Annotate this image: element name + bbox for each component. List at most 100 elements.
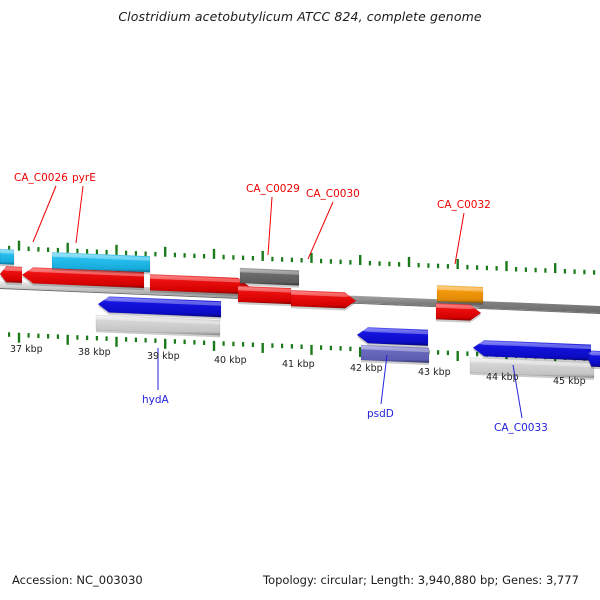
feature-CA_C0030-red-highlight [291, 291, 356, 297]
feature-CA_C0033-gray-highlight [470, 358, 594, 368]
gene-label-pyrE[interactable]: pyrE [72, 172, 96, 184]
label-leader-lines-reverse [157, 348, 523, 419]
ruler-tick-minor [242, 342, 245, 347]
gene-label-hydA[interactable]: hydA [142, 394, 169, 406]
ruler-tick-minor [242, 255, 245, 261]
leader-line-pyrE [75, 185, 84, 244]
feature-pyrE-cyan[interactable] [51, 251, 151, 273]
ruler-tick-minor [154, 251, 157, 257]
ruler-tick-minor [573, 269, 576, 274]
feature-pyrE-cyan-highlight [52, 253, 150, 261]
feature-CA_C0032-orange-highlight [437, 286, 483, 292]
leader-line-CA_C0030 [307, 201, 334, 260]
ruler-tick-minor [329, 345, 332, 351]
ruler-tick-major [407, 257, 411, 267]
gene-label-CA_C0029[interactable]: CA_C0029 [246, 183, 300, 195]
ruler-tick-minor [329, 259, 332, 264]
page-title: Clostridium acetobutylicum ATCC 824, com… [118, 9, 482, 24]
feature-red-partial-left[interactable] [0, 266, 23, 284]
ruler-tick-minor [95, 336, 98, 341]
ruler-tick-minor [534, 267, 537, 273]
gene-label-CA_C0032[interactable]: CA_C0032 [437, 199, 491, 211]
ruler-tick-minor [8, 245, 11, 251]
ruler-tick-minor [173, 252, 176, 258]
feature-track-reverse-strand[interactable] [95, 296, 600, 380]
feature-track-forward-strand[interactable] [0, 248, 484, 323]
feature-CA_C0030-red[interactable] [290, 289, 357, 309]
leader-line-CA_C0032 [454, 212, 465, 265]
ruler-tick-minor [349, 260, 352, 265]
ruler-label-45-kbp: 45 kbp [553, 376, 586, 387]
leader-line-CA_C0029 [267, 196, 273, 256]
feature-cyan-partial-left-highlight [0, 250, 14, 254]
feature-psdD-blue[interactable] [356, 327, 429, 347]
ruler-tick-minor [222, 341, 225, 346]
ruler-tick-major [310, 344, 313, 355]
ruler-tick-minor [466, 351, 469, 356]
ruler-tick-major [456, 351, 459, 361]
ruler-tick-minor [388, 261, 391, 267]
ruler-label-42-kbp: 42 kbp [350, 363, 383, 374]
ruler-tick-major [310, 252, 313, 263]
ruler-tick-minor [76, 248, 79, 254]
ruler-tick-minor [105, 249, 108, 255]
ruler-ticks-upper[interactable] [8, 240, 596, 275]
gene-label-CA_C0026[interactable]: CA_C0026 [14, 172, 68, 184]
ruler-tick-minor [563, 269, 566, 274]
ruler-tick-minor [446, 264, 449, 269]
ruler-tick-major [66, 334, 69, 345]
feature-cyan-partial-left[interactable] [0, 248, 15, 265]
ruler-tick-minor [47, 247, 50, 252]
feature-hydA-gray[interactable] [95, 314, 221, 336]
ruler-tick-major [66, 242, 69, 253]
ruler-tick-minor [105, 336, 108, 341]
ruler-tick-minor [37, 333, 40, 339]
ruler-tick-minor [154, 338, 157, 343]
ruler-tick-minor [300, 344, 303, 349]
ruler-tick-minor [446, 350, 449, 356]
ruler-tick-minor [398, 262, 401, 267]
ruler-tick-minor [437, 350, 440, 355]
ruler-tick-minor [427, 263, 430, 268]
ruler-tick-minor [56, 247, 59, 253]
ruler-tick-minor [271, 256, 274, 262]
feature-blue-partial-right[interactable] [587, 350, 600, 368]
ruler-tick-major [261, 250, 264, 261]
gene-label-psdD[interactable]: psdD [367, 408, 394, 420]
ruler-tick-major [212, 248, 216, 259]
ruler-tick-minor [349, 346, 352, 352]
ruler-tick-minor [222, 254, 225, 260]
ruler-tick-minor [281, 257, 284, 262]
feature-CA_C0033-gray[interactable] [469, 357, 595, 379]
feature-CA_C0032-red[interactable] [435, 302, 482, 321]
feature-hydA-blue-highlight [98, 297, 221, 306]
ruler-label-37-kbp: 37 kbp [10, 344, 43, 355]
ruler-tick-major [115, 244, 118, 255]
feature-psdD-slate[interactable] [360, 344, 430, 364]
ruler-tick-minor [271, 343, 274, 348]
gene-label-CA_C0033[interactable]: CA_C0033 [494, 422, 548, 434]
ruler-tick-minor [378, 261, 381, 266]
ruler-tick-minor [593, 270, 596, 275]
gene-label-CA_C0030[interactable]: CA_C0030 [306, 188, 360, 200]
ruler-tick-minor [232, 341, 235, 347]
feature-CA_C0029-gray-highlight [240, 269, 299, 275]
ruler-tick-major [456, 259, 459, 269]
ruler-tick-minor [495, 266, 498, 271]
ruler-tick-major [164, 246, 167, 257]
ruler-tick-minor [86, 249, 89, 254]
feature-hydA-blue[interactable] [97, 296, 222, 318]
ruler-tick-minor [193, 340, 196, 345]
ruler-tick-minor [320, 258, 323, 264]
ruler-tick-major [17, 240, 21, 251]
ruler-tick-minor [437, 263, 440, 269]
feature-CA_C0029-gray[interactable] [239, 267, 300, 286]
ruler-tick-major [505, 353, 508, 364]
ruler-tick-minor [27, 333, 30, 338]
ruler-tick-minor [368, 260, 371, 266]
ruler-tick-major [212, 340, 216, 351]
feature-CA_C0033-blue[interactable] [472, 339, 592, 361]
feature-CA_C0032-orange[interactable] [436, 284, 484, 304]
